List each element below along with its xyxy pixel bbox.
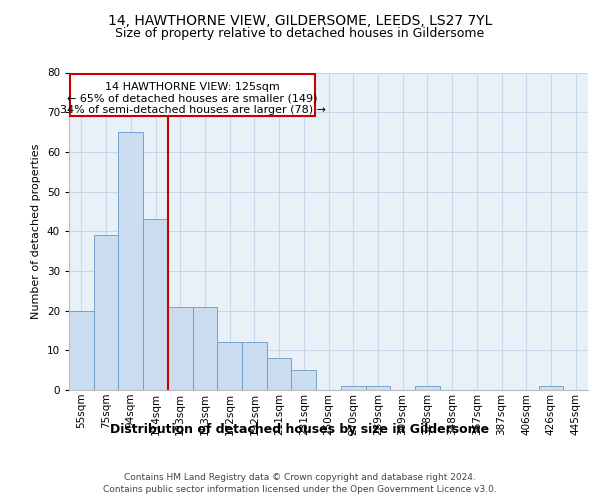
Bar <box>267 358 292 390</box>
Text: 14 HAWTHORNE VIEW: 125sqm: 14 HAWTHORNE VIEW: 125sqm <box>105 82 280 92</box>
Bar <box>292 370 316 390</box>
Bar <box>193 306 217 390</box>
Bar <box>143 220 168 390</box>
Bar <box>118 132 143 390</box>
Text: Contains HM Land Registry data © Crown copyright and database right 2024.
Contai: Contains HM Land Registry data © Crown c… <box>103 472 497 494</box>
Bar <box>94 235 118 390</box>
Text: ← 65% of detached houses are smaller (149): ← 65% of detached houses are smaller (14… <box>67 94 318 104</box>
Bar <box>341 386 365 390</box>
Text: 34% of semi-detached houses are larger (78) →: 34% of semi-detached houses are larger (… <box>59 104 326 115</box>
Bar <box>168 306 193 390</box>
Text: 14, HAWTHORNE VIEW, GILDERSOME, LEEDS, LS27 7YL: 14, HAWTHORNE VIEW, GILDERSOME, LEEDS, L… <box>108 14 492 28</box>
Text: Size of property relative to detached houses in Gildersome: Size of property relative to detached ho… <box>115 28 485 40</box>
Bar <box>217 342 242 390</box>
Bar <box>365 386 390 390</box>
Bar <box>69 310 94 390</box>
Text: Distribution of detached houses by size in Gildersome: Distribution of detached houses by size … <box>110 422 490 436</box>
Bar <box>242 342 267 390</box>
FancyBboxPatch shape <box>70 74 315 116</box>
Bar <box>539 386 563 390</box>
Bar <box>415 386 440 390</box>
Y-axis label: Number of detached properties: Number of detached properties <box>31 144 41 319</box>
